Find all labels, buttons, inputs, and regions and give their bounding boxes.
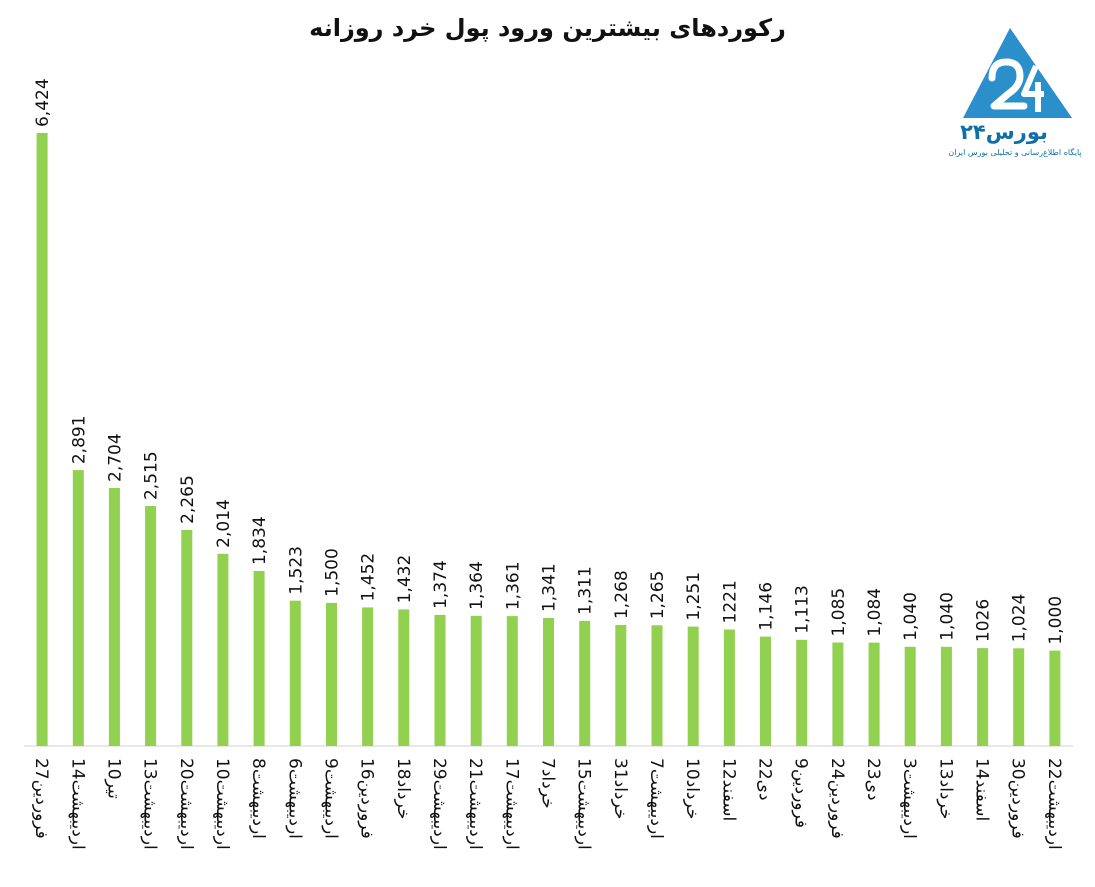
bar — [687, 626, 699, 746]
x-tick-label: 7خرداد — [538, 758, 558, 809]
bar — [217, 553, 229, 746]
bar-value-label: 6,424 — [33, 78, 53, 127]
bar-value-label: 1,085 — [829, 588, 849, 637]
bar-value-label: 1,364 — [467, 561, 487, 610]
bar — [904, 646, 916, 746]
bar — [398, 609, 410, 746]
bar-value-label: 1,024 — [1010, 594, 1030, 643]
bar — [977, 648, 989, 746]
bar — [506, 616, 518, 746]
bar-value-label: 1,361 — [503, 561, 523, 610]
x-tick-label: 9اردیبهشت — [320, 758, 340, 839]
bar — [289, 600, 301, 746]
bar-value-label: 1,084 — [865, 588, 885, 637]
bar-value-label: 1,000 — [1046, 596, 1066, 645]
x-tick-label: 3اردیبهشت — [899, 758, 919, 839]
bar-value-label: 1,040 — [901, 592, 921, 641]
bar-value-label: 2,265 — [178, 475, 198, 524]
bar-value-label: 1,341 — [540, 563, 560, 612]
bar — [36, 133, 48, 746]
bar — [760, 636, 771, 746]
bar-value-label: 1,268 — [612, 570, 632, 619]
bar-value-label: 1,251 — [684, 572, 704, 621]
x-tick-label: 31خرداد — [610, 758, 630, 819]
x-tick-label: 17اردیبهشت — [501, 758, 521, 850]
bar-value-label: 1,040 — [937, 592, 957, 641]
bar — [362, 607, 374, 746]
bar-value-label: 1,523 — [286, 546, 306, 595]
x-tick-label: 22دی — [755, 758, 775, 801]
logo-tagline: پایگاه اطلاع‌رسانی و تحلیلی بورس ایران — [948, 148, 1082, 157]
x-tick-label: 8اردیبهشت — [248, 758, 268, 839]
x-tick-label: 24فروردین — [827, 758, 847, 839]
bar — [579, 620, 591, 746]
x-tick-label: 27فروردین — [31, 758, 51, 839]
bar — [615, 625, 627, 746]
bar-value-label: 1,265 — [648, 571, 668, 620]
x-tick-label: 10تیر — [103, 758, 123, 799]
bar — [832, 642, 844, 746]
bar-value-label: 1,452 — [359, 553, 379, 602]
x-tick-label: 6اردیبهشت — [284, 758, 304, 839]
x-tick-label: 7اردیبهشت — [646, 758, 666, 839]
bar-value-label: 1221 — [720, 580, 740, 623]
bar-value-label: 2,515 — [142, 451, 162, 500]
logo-name: بورس۲۴ — [960, 120, 1048, 144]
bar — [181, 529, 193, 746]
bar — [543, 618, 554, 746]
bar — [434, 614, 446, 746]
bar-value-label: 1,432 — [395, 555, 415, 604]
bar — [72, 470, 84, 746]
x-tick-label: 13خرداد — [935, 758, 955, 819]
bar — [1049, 650, 1061, 746]
x-tick-label: 14اردیبهشت — [67, 758, 87, 850]
bar-value-label: 1,311 — [576, 566, 596, 615]
x-tick-label: 14اسفند — [972, 758, 992, 821]
bar-value-label: 2,891 — [69, 415, 89, 464]
x-tick-label: 30فروردین — [1008, 758, 1028, 839]
bar-value-label: 1,834 — [250, 516, 270, 565]
x-tick-label: 22اردیبهشت — [1044, 758, 1064, 850]
x-tick-label: 23دی — [863, 758, 883, 801]
bar — [723, 629, 735, 746]
bar — [470, 615, 482, 746]
x-tick-label: 21اردیبهشت — [465, 758, 485, 850]
bar-value-label: 1,146 — [757, 582, 777, 631]
x-tick-label: 10اردیبهشت — [212, 758, 232, 850]
x-tick-label: 9فروردین — [791, 758, 811, 828]
bar — [940, 646, 952, 746]
x-tick-label: 18خرداد — [393, 758, 413, 819]
bar — [145, 506, 157, 746]
bar-value-label: 2,704 — [105, 433, 125, 482]
bar — [796, 639, 808, 746]
x-tick-label: 16فروردین — [357, 758, 377, 839]
bar-value-label: 1,113 — [793, 585, 813, 634]
bar — [108, 488, 120, 746]
bar — [1013, 648, 1025, 746]
bar-value-label: 2,014 — [214, 499, 234, 548]
logo-mark-icon — [963, 28, 1072, 118]
x-tick-label: 13اردیبهشت — [140, 758, 160, 850]
bar — [326, 602, 337, 746]
bar — [651, 625, 663, 746]
x-tick-label: 20اردیبهشت — [176, 758, 196, 850]
x-tick-label: 29اردیبهشت — [429, 758, 449, 850]
bar-value-label: 1,374 — [431, 560, 451, 609]
chart-title: رکوردهای بیشترین ورود پول خرد روزانه — [309, 14, 786, 42]
bourse24-logo: بورس۲۴ پایگاه اطلاع‌رسانی و تحلیلی بورس … — [940, 26, 1090, 166]
bar — [253, 571, 265, 746]
x-tick-label: 12اسفند — [718, 758, 738, 821]
bar — [868, 642, 880, 746]
x-tick-label: 10خرداد — [682, 758, 702, 819]
bar-value-label: 1,500 — [322, 548, 342, 597]
x-tick-label: 15اردیبهشت — [574, 758, 594, 850]
bar-value-label: 1026 — [974, 599, 994, 642]
